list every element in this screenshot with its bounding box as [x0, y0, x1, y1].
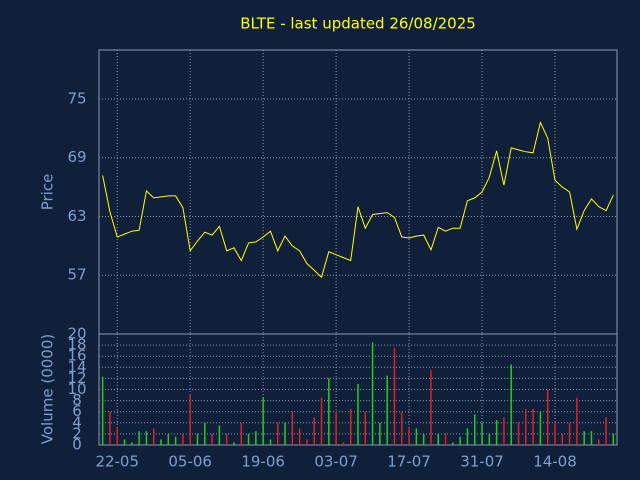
y-tick-label: 18 — [67, 336, 86, 354]
volume-bar — [386, 375, 388, 445]
volume-bar — [276, 422, 279, 445]
volume-bar — [189, 395, 191, 445]
y-tick-label: 0 — [72, 436, 82, 454]
volume-bar — [342, 442, 345, 445]
volume-bar — [306, 439, 308, 445]
volume-bar — [211, 433, 213, 445]
volume-bar — [554, 422, 556, 445]
volume-bar — [364, 411, 367, 445]
volume-bar — [459, 436, 461, 445]
y-tick-label: 69 — [67, 148, 86, 166]
volume-bar — [167, 433, 170, 445]
volume-bar — [247, 433, 250, 445]
volume-bar — [546, 389, 549, 445]
volume-bar — [452, 442, 454, 445]
volume-bar — [371, 342, 374, 445]
volume-bar — [408, 428, 410, 445]
volume-bar — [174, 436, 177, 445]
volume-bar — [473, 414, 476, 445]
volume-bar — [466, 428, 469, 445]
volume-bar — [291, 411, 294, 445]
volume-bar — [284, 422, 286, 445]
volume-bar — [298, 428, 301, 445]
volume-bar — [430, 370, 432, 445]
volume-bar — [328, 378, 330, 445]
volume-bar — [590, 431, 593, 445]
volume-bar — [576, 397, 578, 445]
x-tick-label: 17-07 — [387, 453, 431, 471]
volume-bar — [437, 433, 440, 445]
volume-bar — [539, 411, 542, 445]
y-tick-label: 12 — [67, 369, 86, 387]
volume-bar — [568, 422, 571, 445]
volume-bar — [401, 411, 403, 445]
volume-bar — [262, 397, 264, 445]
volume-bar — [320, 397, 323, 445]
volume-bar — [152, 428, 155, 445]
volume-bar — [503, 417, 505, 445]
volume-bar — [138, 431, 140, 445]
x-tick-label: 22-05 — [95, 453, 139, 471]
volume-bar — [204, 422, 206, 445]
volume-bar — [422, 433, 425, 445]
price-frame — [98, 49, 618, 335]
volume-bar — [357, 383, 359, 445]
volume-bar — [313, 417, 315, 445]
x-tick-label: 31-07 — [460, 453, 504, 471]
volume-bar — [255, 431, 257, 445]
volume-bar — [532, 408, 534, 445]
volume-bar — [583, 431, 585, 445]
y-tick-label: 16 — [67, 347, 86, 365]
volume-bar — [393, 347, 396, 445]
volume-bar — [444, 433, 447, 445]
y-tick-label: 2 — [72, 424, 82, 442]
volume-bar — [101, 376, 104, 445]
x-tick-label: 14-08 — [533, 453, 577, 471]
volume-bar — [233, 442, 235, 445]
volume-bar — [495, 420, 498, 445]
y-tick-label: 63 — [67, 207, 86, 225]
volume-axis-label: Volume (0000) — [39, 334, 57, 444]
volume-bar — [269, 439, 272, 445]
volume-bar — [182, 433, 184, 445]
volume-bar — [109, 411, 111, 445]
volume-bar — [481, 422, 483, 445]
y-tick-label: 14 — [67, 358, 86, 376]
volume-bar — [598, 439, 600, 445]
volume-bar — [116, 428, 118, 445]
volume-bar — [349, 408, 352, 445]
volume-bar — [510, 364, 512, 445]
price-axis-label: Price — [39, 174, 57, 211]
chart-title: BLTE - last updated 26/08/2025 — [240, 15, 476, 33]
volume-bar — [123, 439, 126, 445]
volume-bar — [218, 425, 221, 445]
volume-bar — [525, 408, 527, 445]
volume-bar — [379, 422, 381, 445]
y-tick-label: 8 — [72, 391, 82, 409]
volume-bar — [561, 433, 564, 445]
y-tick-label: 20 — [67, 325, 86, 343]
y-tick-label: 57 — [67, 266, 86, 284]
x-tick-label: 19-06 — [241, 453, 285, 471]
volume-bar — [612, 433, 615, 445]
y-tick-label: 6 — [72, 402, 82, 420]
volume-bar — [131, 442, 133, 445]
volume-bar — [240, 422, 243, 445]
price-line — [102, 120, 614, 279]
y-tick-label: 75 — [67, 89, 86, 107]
volume-bar — [605, 417, 607, 445]
x-tick-label: 05-06 — [168, 453, 212, 471]
volume-bar — [196, 433, 199, 445]
volume-bar — [488, 433, 491, 445]
y-tick-label: 10 — [67, 380, 86, 398]
volume-bar — [145, 431, 148, 445]
volume-bar — [335, 411, 337, 445]
y-tick-label: 4 — [72, 413, 82, 431]
volume-bar — [225, 433, 228, 445]
volume-bar — [160, 439, 162, 445]
volume-bar — [415, 428, 418, 445]
x-tick-label: 03-07 — [314, 453, 358, 471]
volume-bar — [517, 422, 520, 445]
